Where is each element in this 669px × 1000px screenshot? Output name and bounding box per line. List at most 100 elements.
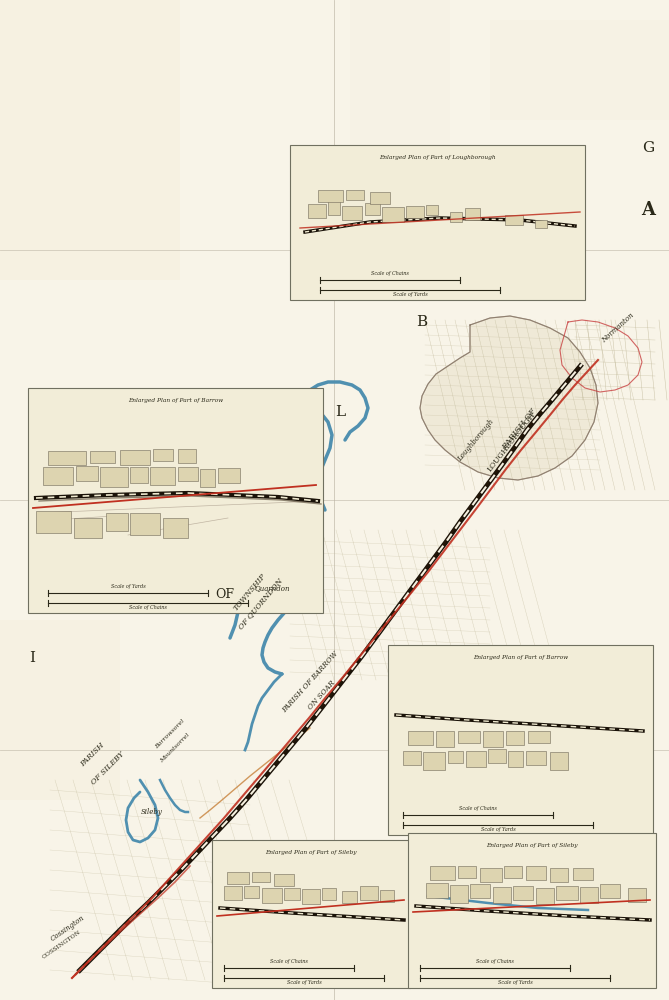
Text: PARISH OF: PARISH OF bbox=[502, 406, 539, 450]
Bar bbox=[430, 866, 455, 880]
Bar bbox=[342, 891, 357, 903]
Bar bbox=[365, 203, 380, 215]
Text: Scale of Chains: Scale of Chains bbox=[129, 605, 167, 610]
Bar bbox=[150, 467, 175, 485]
Bar bbox=[28, 388, 323, 613]
Text: Scale of Yards: Scale of Yards bbox=[480, 827, 515, 832]
Bar bbox=[130, 513, 160, 535]
Bar bbox=[200, 469, 215, 487]
Bar bbox=[408, 833, 656, 988]
Bar bbox=[600, 884, 620, 898]
Bar bbox=[388, 645, 653, 835]
Text: TOWNSHIP: TOWNSHIP bbox=[232, 572, 268, 612]
Text: B: B bbox=[416, 315, 427, 329]
Bar bbox=[36, 511, 71, 533]
Bar bbox=[506, 731, 524, 745]
Bar bbox=[322, 888, 336, 900]
Bar bbox=[100, 467, 128, 487]
Bar bbox=[370, 192, 390, 204]
Text: Scale of Chains: Scale of Chains bbox=[476, 959, 514, 964]
Bar bbox=[458, 731, 480, 743]
Bar bbox=[274, 874, 294, 886]
Bar bbox=[550, 868, 568, 882]
Bar bbox=[573, 868, 593, 880]
Bar bbox=[153, 449, 173, 461]
Bar bbox=[526, 866, 546, 880]
Bar bbox=[252, 872, 270, 882]
Bar bbox=[550, 752, 568, 770]
Bar bbox=[426, 883, 448, 898]
Bar bbox=[488, 749, 506, 763]
Bar bbox=[406, 206, 424, 218]
Bar bbox=[426, 205, 438, 215]
Bar bbox=[120, 450, 150, 465]
Bar bbox=[513, 886, 533, 900]
Text: Enlarged Plan of Part of Sileby: Enlarged Plan of Part of Sileby bbox=[486, 843, 578, 848]
Bar bbox=[380, 890, 394, 902]
Text: Scale of Yards: Scale of Yards bbox=[498, 980, 533, 985]
Text: Mountsorrel: Mountsorrel bbox=[159, 732, 191, 764]
Text: Scale of Chains: Scale of Chains bbox=[459, 806, 497, 811]
Bar bbox=[76, 466, 98, 481]
Bar bbox=[450, 212, 462, 222]
Bar bbox=[458, 866, 476, 878]
Bar bbox=[350, 0, 450, 150]
Bar bbox=[526, 751, 546, 765]
Bar bbox=[90, 451, 115, 463]
Text: PARISH OF BARROW: PARISH OF BARROW bbox=[280, 650, 340, 714]
Bar bbox=[536, 888, 554, 904]
Text: Normanton: Normanton bbox=[600, 311, 636, 345]
Bar bbox=[504, 866, 522, 878]
Bar bbox=[308, 204, 326, 218]
Bar bbox=[0, 0, 180, 280]
Text: ON SOAR: ON SOAR bbox=[307, 679, 337, 711]
Bar bbox=[490, 20, 669, 120]
Text: G: G bbox=[642, 141, 654, 155]
Text: Barrowsorel: Barrowsorel bbox=[155, 718, 185, 750]
Text: Quarndon: Quarndon bbox=[254, 584, 290, 592]
Bar bbox=[470, 884, 490, 898]
Text: Loughborough: Loughborough bbox=[456, 417, 496, 463]
Text: A: A bbox=[641, 201, 655, 219]
Text: Cossington: Cossington bbox=[50, 913, 86, 943]
Bar bbox=[48, 451, 86, 465]
Text: COSSINGTON: COSSINGTON bbox=[41, 930, 82, 960]
Bar bbox=[508, 751, 523, 767]
Bar bbox=[556, 886, 578, 900]
Bar bbox=[178, 467, 198, 481]
Bar bbox=[450, 885, 468, 903]
Bar bbox=[328, 197, 340, 215]
Bar bbox=[244, 886, 259, 898]
Text: L: L bbox=[335, 405, 345, 419]
Text: Enlarged Plan of Part of Barrow: Enlarged Plan of Part of Barrow bbox=[473, 655, 568, 660]
Bar bbox=[580, 887, 598, 903]
Text: LOUGHBOROUGH: LOUGHBOROUGH bbox=[486, 411, 538, 473]
Bar bbox=[423, 752, 445, 770]
Bar bbox=[408, 731, 433, 745]
Bar bbox=[302, 889, 320, 904]
Bar bbox=[74, 518, 102, 538]
Text: PARISH: PARISH bbox=[78, 741, 106, 769]
Bar bbox=[382, 207, 404, 222]
Bar bbox=[290, 145, 585, 300]
Bar bbox=[130, 467, 148, 483]
Bar bbox=[106, 513, 128, 531]
Bar bbox=[466, 751, 486, 767]
Bar bbox=[284, 888, 300, 900]
Text: Sileby: Sileby bbox=[141, 808, 163, 816]
Bar bbox=[212, 840, 410, 988]
Bar bbox=[505, 215, 523, 225]
Bar bbox=[262, 888, 282, 903]
Text: Enlarged Plan of Part of Sileby: Enlarged Plan of Part of Sileby bbox=[265, 850, 357, 855]
Bar bbox=[360, 886, 378, 900]
Bar bbox=[342, 206, 362, 220]
Bar bbox=[163, 518, 188, 538]
Bar bbox=[178, 449, 196, 463]
Text: Enlarged Plan of Part of Loughborough: Enlarged Plan of Part of Loughborough bbox=[379, 155, 496, 160]
Bar bbox=[483, 731, 503, 747]
Bar bbox=[224, 886, 242, 900]
Polygon shape bbox=[420, 316, 598, 480]
Bar bbox=[403, 751, 421, 765]
Text: OF QUORNDON: OF QUORNDON bbox=[236, 577, 284, 631]
Bar bbox=[218, 468, 240, 483]
